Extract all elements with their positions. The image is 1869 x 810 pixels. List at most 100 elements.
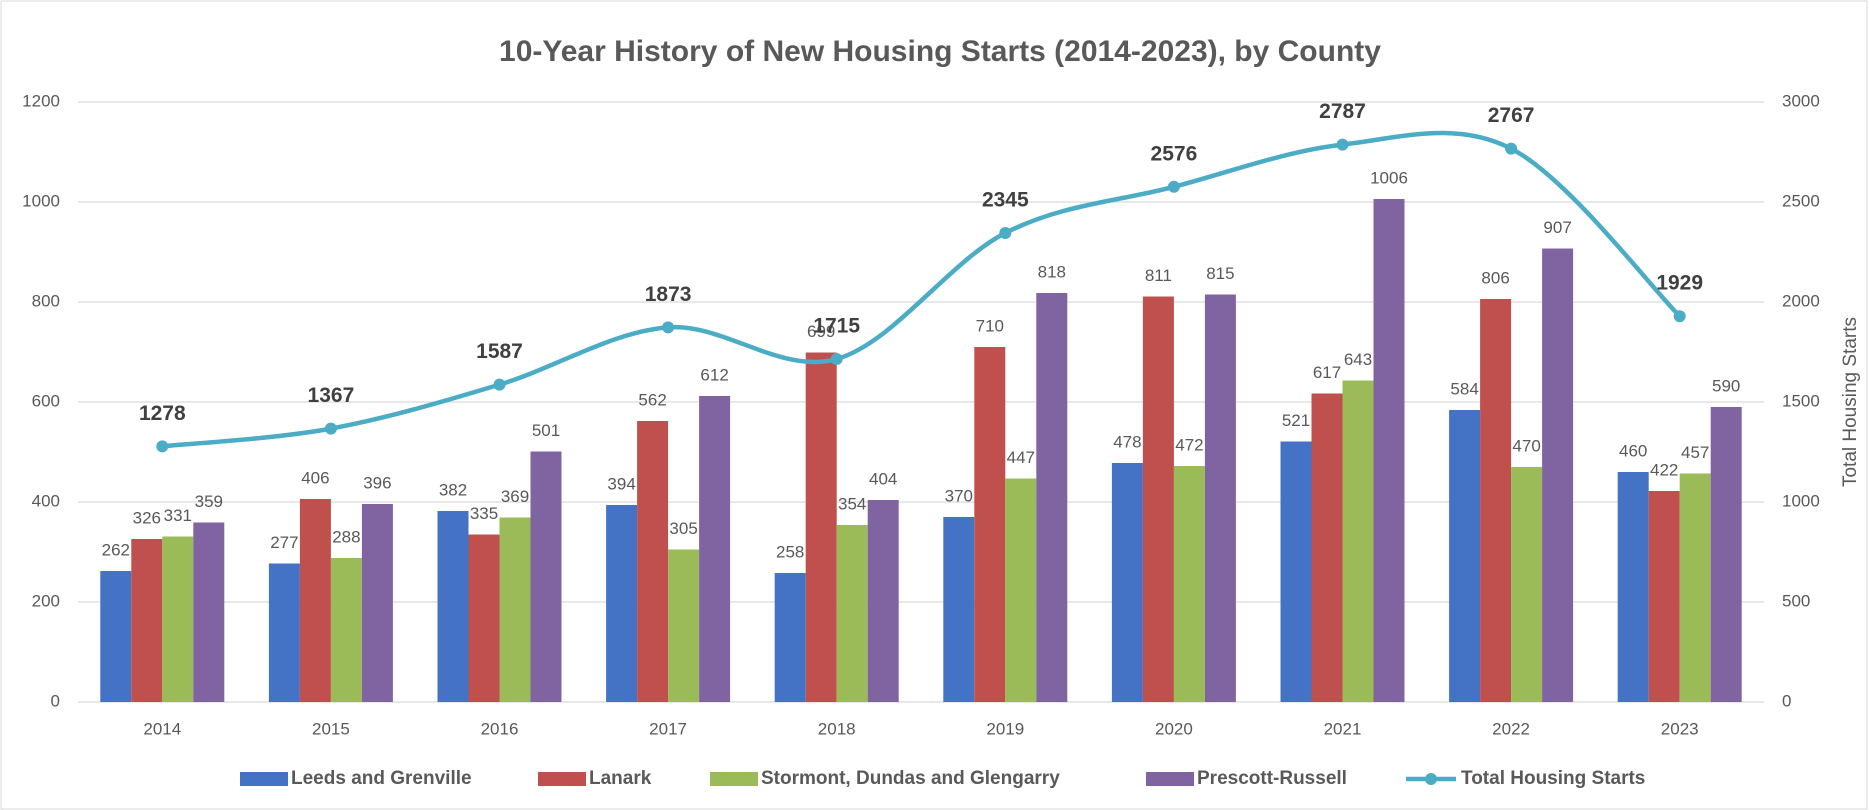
x-tick-label: 2019 xyxy=(986,719,1024,738)
line-value-label: 2767 xyxy=(1488,104,1535,127)
bar xyxy=(637,421,669,702)
x-tick-label: 2015 xyxy=(312,719,350,738)
bar-value-label: 382 xyxy=(439,480,467,499)
line-marker xyxy=(999,227,1012,239)
bar-value-label: 562 xyxy=(638,390,666,409)
y-tick-label: 600 xyxy=(32,391,60,410)
x-tick-label: 2020 xyxy=(1155,719,1193,738)
legend-swatch xyxy=(1146,772,1194,786)
bar-value-label: 815 xyxy=(1206,264,1234,283)
bar xyxy=(499,517,531,702)
y2-axis-label: Total Housing Starts xyxy=(1840,317,1861,487)
bar xyxy=(361,504,393,702)
line-value-label: 1278 xyxy=(139,402,186,425)
y-tick-label: 200 xyxy=(32,591,60,610)
bar xyxy=(193,522,225,702)
bar-value-label: 326 xyxy=(133,508,161,527)
bar-value-label: 699 xyxy=(807,322,835,341)
chart-title: 10-Year History of New Housing Starts (2… xyxy=(499,35,1381,68)
line-marker xyxy=(830,353,843,365)
y2-tick-label: 3000 xyxy=(1782,91,1820,110)
y2-tick-label: 1500 xyxy=(1782,391,1820,410)
line-value-label: 1367 xyxy=(308,384,355,407)
y2-tick-label: 500 xyxy=(1782,591,1810,610)
legend-label: Lanark xyxy=(589,768,652,789)
x-tick-label: 2016 xyxy=(481,719,519,738)
bar xyxy=(530,451,562,702)
x-tick-label: 2018 xyxy=(818,719,856,738)
bar xyxy=(1480,299,1512,702)
line-value-label: 2576 xyxy=(1151,142,1198,165)
bar-value-label: 590 xyxy=(1712,376,1740,395)
bar xyxy=(1204,294,1236,702)
y2-tick-label: 0 xyxy=(1782,691,1791,710)
line-marker xyxy=(1505,142,1518,155)
bar xyxy=(1173,466,1205,702)
bar xyxy=(943,517,975,702)
bar xyxy=(1617,472,1649,702)
line-value-label: 1873 xyxy=(645,283,692,306)
bar-value-label: 406 xyxy=(301,468,329,487)
legend-swatch xyxy=(710,772,758,786)
bar-value-label: 305 xyxy=(669,519,697,538)
bar xyxy=(1142,296,1174,702)
bar-value-label: 258 xyxy=(776,542,804,561)
bar-value-label: 422 xyxy=(1650,460,1678,479)
x-tick-label: 2014 xyxy=(143,719,181,738)
bar xyxy=(1342,380,1374,702)
line-value-label: 1587 xyxy=(476,340,523,363)
bar-value-label: 818 xyxy=(1038,262,1066,281)
y-tick-label: 1200 xyxy=(22,91,60,110)
line-marker xyxy=(1336,138,1349,151)
bar-value-label: 501 xyxy=(532,421,560,440)
bar-value-label: 354 xyxy=(838,494,866,513)
legend-swatch xyxy=(1425,773,1437,785)
bar xyxy=(1449,410,1481,702)
bar-value-label: 521 xyxy=(1282,411,1310,430)
bar xyxy=(268,563,300,702)
bar-value-label: 359 xyxy=(195,492,223,511)
bar-value-label: 710 xyxy=(976,316,1004,335)
bar xyxy=(299,499,331,702)
x-tick-label: 2022 xyxy=(1492,719,1530,738)
x-tick-label: 2017 xyxy=(649,719,687,738)
y-tick-label: 1000 xyxy=(22,191,60,210)
line-marker xyxy=(156,440,169,453)
bar xyxy=(699,396,731,702)
x-tick-label: 2023 xyxy=(1661,719,1699,738)
line-value-label: 1929 xyxy=(1656,272,1703,295)
bar xyxy=(1710,407,1742,702)
line-marker xyxy=(1167,180,1180,193)
line-value-label: 1715 xyxy=(813,315,860,338)
y-tick-label: 800 xyxy=(32,291,60,310)
line xyxy=(162,130,1682,449)
bar-value-label: 584 xyxy=(1450,379,1478,398)
bar xyxy=(1373,199,1405,702)
bar xyxy=(1511,467,1543,702)
y2-tick-label: 2500 xyxy=(1782,191,1820,210)
y2-tick-label: 1000 xyxy=(1782,491,1820,510)
bar-value-label: 394 xyxy=(607,474,635,493)
bar xyxy=(836,525,868,702)
legend-label: Prescott-Russell xyxy=(1197,768,1347,789)
bar xyxy=(1005,478,1037,702)
bar-value-label: 277 xyxy=(270,533,298,552)
bar xyxy=(437,511,469,702)
bar xyxy=(774,573,806,702)
legend-label: Stormont, Dundas and Glengarry xyxy=(761,768,1060,789)
bar-value-label: 262 xyxy=(102,540,130,559)
bar-value-label: 1006 xyxy=(1370,168,1408,187)
bar-value-label: 907 xyxy=(1543,218,1571,237)
legend-label: Leeds and Grenville xyxy=(291,768,472,789)
bar xyxy=(974,347,1006,702)
y-tick-label: 400 xyxy=(32,491,60,510)
bar-value-label: 370 xyxy=(945,486,973,505)
bar xyxy=(330,558,362,702)
x-tick-label: 2021 xyxy=(1324,719,1362,738)
bar xyxy=(668,549,700,702)
bar xyxy=(606,505,638,702)
legend-label: Total Housing Starts xyxy=(1461,768,1645,789)
bar-value-label: 396 xyxy=(363,473,391,492)
bar-value-label: 447 xyxy=(1007,448,1035,467)
